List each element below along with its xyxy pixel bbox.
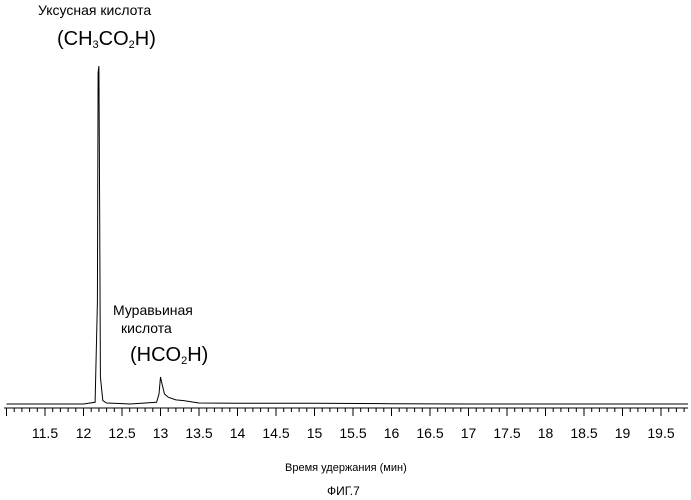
x-tick-label: 14.5: [262, 425, 289, 441]
x-tick-label: 11.5: [32, 425, 58, 441]
x-tick-label: 12: [76, 425, 92, 441]
figure-caption: ФИГ.7: [327, 484, 360, 498]
acetic-acid-formula: (CH3CO2H): [57, 28, 156, 51]
x-axis-ticks: [7, 408, 685, 416]
formic-acid-label-line1: Муравьиная: [113, 302, 193, 318]
x-tick-label: 16.5: [416, 425, 443, 441]
x-tick-label: 18: [538, 425, 554, 441]
x-tick-label: 17: [461, 425, 477, 441]
acetic-acid-label: Уксусная кислота: [38, 2, 151, 18]
x-tick-label: 18.5: [570, 425, 597, 441]
x-tick-label: 15.5: [339, 425, 366, 441]
x-axis-tick-labels: 11.5 12 12.5 13 13.5 14 14.5 15 15.5 16 16.5 17 17.5…: [32, 425, 675, 441]
x-tick-label: 19: [615, 425, 631, 441]
x-tick-label: 16: [384, 425, 400, 441]
x-tick-label: 19.5: [647, 425, 674, 441]
x-tick-label: 12.5: [108, 425, 135, 441]
x-tick-label: 14: [230, 425, 246, 441]
x-tick-label: 13.5: [185, 425, 212, 441]
formic-acid-formula: (HCO2H): [130, 344, 208, 367]
x-axis-title: Время удержания (мин): [285, 462, 407, 474]
x-tick-label: 15: [307, 425, 323, 441]
chromatogram-trace: [7, 66, 689, 404]
formic-acid-label-line2: кислота: [121, 320, 172, 336]
x-tick-label: 17.5: [493, 425, 520, 441]
x-tick-label: 13: [153, 425, 169, 441]
